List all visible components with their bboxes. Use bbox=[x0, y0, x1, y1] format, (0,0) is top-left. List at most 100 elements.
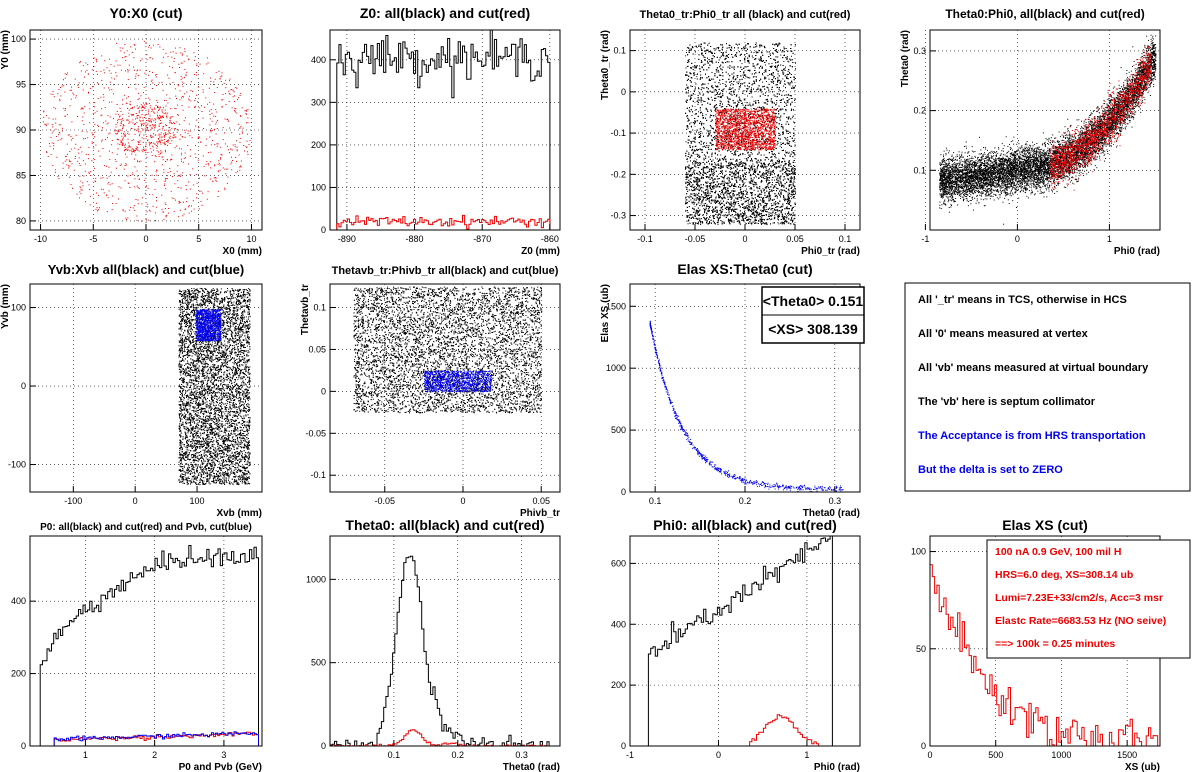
scatter-point bbox=[151, 121, 152, 122]
scatter-point bbox=[210, 179, 211, 180]
scatter-point bbox=[89, 108, 90, 109]
scatter-point bbox=[762, 82, 763, 83]
scatter-point bbox=[148, 47, 149, 48]
scatter-point bbox=[143, 138, 144, 139]
scatter-point bbox=[158, 117, 159, 118]
scatter-point bbox=[132, 140, 133, 141]
scatter-point bbox=[128, 183, 129, 184]
scatter-point bbox=[109, 133, 110, 134]
scatter-point bbox=[143, 149, 144, 150]
scatter-point bbox=[139, 161, 140, 162]
scatter-point bbox=[126, 157, 127, 158]
scatter-point bbox=[202, 205, 203, 206]
scatter-point bbox=[159, 134, 160, 135]
scatter-point bbox=[728, 185, 729, 186]
scatter-point bbox=[109, 151, 110, 152]
scatter-point bbox=[121, 164, 122, 165]
scatter-point bbox=[158, 138, 159, 139]
scatter-point bbox=[68, 165, 69, 166]
scatter-point bbox=[203, 156, 204, 157]
scatter-point bbox=[177, 114, 178, 115]
scatter-point bbox=[227, 119, 228, 120]
scatter-point bbox=[87, 64, 88, 65]
scatter-point bbox=[55, 118, 56, 119]
scatter-point bbox=[141, 123, 142, 124]
panel-title: Y0:X0 (cut) bbox=[109, 5, 182, 21]
scatter-point bbox=[196, 174, 197, 175]
y-tick-label: 95 bbox=[16, 80, 26, 90]
scatter-point bbox=[148, 113, 149, 114]
scatter-point bbox=[143, 107, 144, 108]
scatter-point bbox=[153, 112, 154, 113]
scatter-point bbox=[156, 175, 157, 176]
scatter-point bbox=[209, 124, 210, 125]
scatter-point bbox=[225, 119, 226, 120]
scatter-point bbox=[167, 145, 168, 146]
scatter-point bbox=[174, 211, 175, 212]
scatter-point bbox=[83, 82, 84, 83]
scatter-point bbox=[118, 148, 119, 149]
scatter-point bbox=[147, 206, 148, 207]
scatter-point bbox=[768, 159, 769, 160]
scatter-point bbox=[150, 148, 151, 149]
scatter-point bbox=[213, 181, 214, 182]
scatter-point bbox=[234, 91, 235, 92]
scatter-point bbox=[50, 130, 51, 131]
scatter-point bbox=[74, 148, 75, 149]
scatter-point bbox=[182, 215, 183, 216]
scatter-point bbox=[744, 60, 745, 61]
scatter-point bbox=[201, 191, 202, 192]
scatter-point bbox=[141, 124, 142, 125]
scatter-point bbox=[106, 195, 107, 196]
scatter-point bbox=[157, 107, 158, 108]
scatter-point bbox=[196, 120, 197, 121]
scatter-point bbox=[138, 130, 139, 131]
scatter-point bbox=[157, 112, 158, 113]
scatter-point bbox=[81, 151, 82, 152]
scatter-point bbox=[152, 88, 153, 89]
scatter-point bbox=[156, 197, 157, 198]
scatter-point bbox=[142, 107, 143, 108]
scatter-point bbox=[780, 134, 781, 135]
scatter-point bbox=[120, 116, 121, 117]
scatter-point bbox=[239, 134, 240, 135]
scatter-point bbox=[241, 126, 242, 127]
scatter-point bbox=[238, 124, 239, 125]
scatter-point bbox=[92, 143, 93, 144]
scatter-point bbox=[81, 71, 82, 72]
scatter-point bbox=[733, 107, 734, 108]
scatter-point bbox=[159, 47, 160, 48]
scatter-point bbox=[130, 147, 131, 148]
scatter-point bbox=[153, 150, 154, 151]
scatter-point bbox=[169, 127, 170, 128]
scatter-point bbox=[149, 118, 150, 119]
scatter-point bbox=[134, 166, 135, 167]
scatter-point bbox=[142, 114, 143, 115]
scatter-point bbox=[158, 152, 159, 153]
scatter-point bbox=[129, 110, 130, 111]
scatter-point bbox=[159, 118, 160, 119]
scatter-point bbox=[125, 147, 126, 148]
scatter-point bbox=[770, 195, 771, 196]
x-tick-label: -890 bbox=[338, 234, 356, 244]
scatter-point bbox=[88, 93, 89, 94]
scatter-point bbox=[156, 100, 157, 101]
scatter-point bbox=[198, 127, 199, 128]
scatter-point bbox=[181, 159, 182, 160]
scatter-point bbox=[706, 143, 707, 144]
scatter-point bbox=[182, 82, 183, 83]
scatter-point bbox=[174, 123, 175, 124]
scatter-point bbox=[721, 176, 722, 177]
scatter-point bbox=[57, 176, 58, 177]
scatter-point bbox=[174, 61, 175, 62]
scatter-point bbox=[165, 161, 166, 162]
scatter-point bbox=[140, 70, 141, 71]
scatter-point bbox=[210, 118, 211, 119]
scatter-point bbox=[236, 88, 237, 89]
scatter-point bbox=[179, 201, 180, 202]
panel-title: Z0: all(black) and cut(red) bbox=[360, 5, 530, 21]
scatter-point bbox=[138, 108, 139, 109]
scatter-point bbox=[67, 114, 68, 115]
scatter-point bbox=[160, 107, 161, 108]
scatter-point bbox=[182, 105, 183, 106]
